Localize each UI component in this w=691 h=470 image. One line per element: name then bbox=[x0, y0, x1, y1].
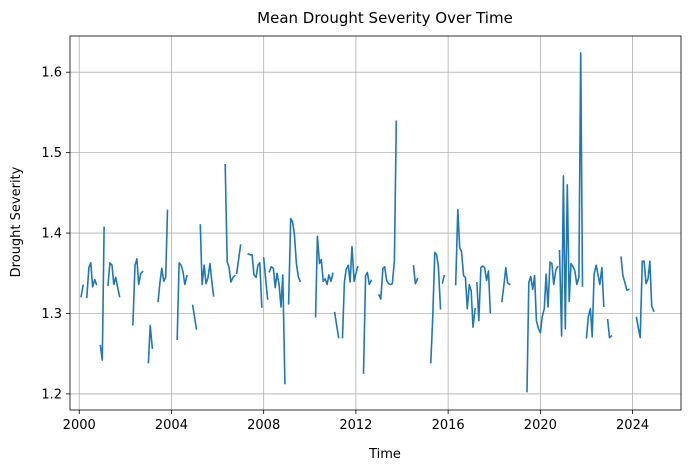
series-line-segment bbox=[558, 52, 584, 337]
y-tick-label: 1.4 bbox=[41, 227, 62, 242]
y-axis-ticks: 1.2 1.3 1.4 1.5 1.6 bbox=[41, 66, 70, 402]
x-tick-label: 2016 bbox=[432, 418, 465, 433]
series-line-segment bbox=[199, 224, 215, 297]
chart-title: Mean Drought Severity Over Time bbox=[257, 9, 513, 27]
series-line-segment bbox=[85, 261, 98, 299]
series-line-segment bbox=[147, 324, 154, 364]
y-tick-label: 1.2 bbox=[41, 387, 62, 402]
x-tick-label: 2020 bbox=[524, 418, 557, 433]
series-line-segment bbox=[341, 245, 359, 339]
series-line-segment bbox=[412, 265, 419, 285]
series-line-segment bbox=[268, 265, 286, 385]
series-line-segment bbox=[362, 271, 373, 374]
series-line-segment bbox=[377, 120, 398, 300]
x-tick-label: 2000 bbox=[63, 418, 96, 433]
series-line-segment bbox=[429, 251, 442, 364]
series-line-segment bbox=[132, 257, 144, 326]
series-line-segment bbox=[247, 252, 263, 308]
series-line-segment bbox=[314, 235, 334, 318]
series-line-segment bbox=[224, 163, 237, 283]
y-tick-label: 1.6 bbox=[41, 66, 62, 81]
series-lines bbox=[80, 52, 655, 393]
x-tick-label: 2012 bbox=[339, 418, 372, 433]
series-line-segment bbox=[287, 217, 302, 305]
series-line-segment bbox=[526, 261, 559, 393]
series-line-segment bbox=[262, 257, 269, 300]
series-line-segment bbox=[176, 261, 188, 341]
x-tick-label: 2024 bbox=[616, 418, 649, 433]
series-line-segment bbox=[157, 209, 169, 303]
y-tick-label: 1.5 bbox=[41, 146, 62, 161]
series-line-segment bbox=[235, 244, 242, 275]
series-line-segment bbox=[99, 226, 105, 361]
x-tick-label: 2004 bbox=[155, 418, 188, 433]
y-axis-label: Drought Severity bbox=[9, 166, 24, 277]
series-line-segment bbox=[606, 319, 613, 339]
series-line-segment bbox=[585, 264, 605, 339]
series-line-segment bbox=[107, 261, 121, 298]
series-line-segment bbox=[441, 274, 446, 284]
x-tick-label: 2008 bbox=[247, 418, 280, 433]
series-line-segment bbox=[501, 266, 511, 303]
series-line-segment bbox=[635, 260, 655, 339]
series-line-segment bbox=[620, 256, 630, 292]
series-line-segment bbox=[454, 208, 476, 329]
x-axis-label: Time bbox=[368, 447, 401, 462]
series-line-segment bbox=[191, 304, 198, 330]
series-line-segment bbox=[476, 265, 492, 322]
x-axis-ticks: 2000 2004 2008 2012 2016 2020 2024 bbox=[63, 410, 649, 433]
plot-frame bbox=[69, 35, 682, 411]
series-line-segment bbox=[333, 311, 340, 339]
y-tick-label: 1.3 bbox=[41, 307, 62, 322]
series-line-segment bbox=[80, 284, 85, 298]
